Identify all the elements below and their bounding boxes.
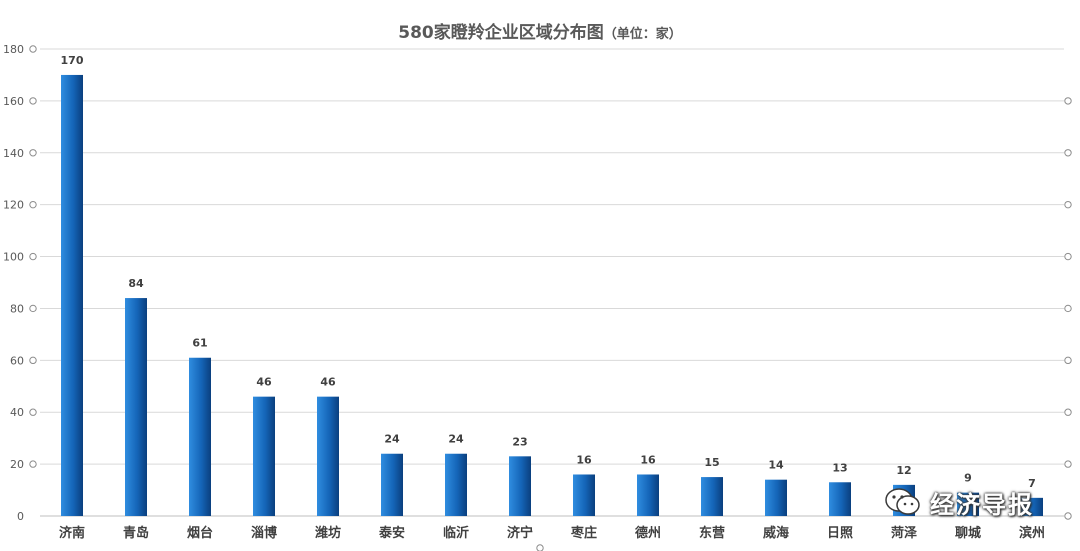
x-tick-label: 滨州 <box>1019 525 1045 541</box>
x-tick-label: 泰安 <box>378 525 405 541</box>
resize-handle[interactable] <box>1064 356 1072 365</box>
data-label: 46 <box>320 376 336 389</box>
data-label: 12 <box>896 464 911 477</box>
bar <box>125 298 147 516</box>
resize-handle[interactable] <box>1064 97 1072 105</box>
chart-frame-handles[interactable] <box>29 45 1072 551</box>
y-tick-label: 140 <box>3 147 24 160</box>
bar <box>957 492 979 516</box>
data-label: 46 <box>256 376 272 389</box>
bar <box>637 474 659 516</box>
data-label: 84 <box>128 277 144 290</box>
resize-handle[interactable] <box>1064 200 1072 209</box>
x-tick-label: 日照 <box>827 526 853 541</box>
resize-handle[interactable] <box>29 97 37 105</box>
x-axis: 济南 青岛 烟台 淄博 潍坊 泰安 临沂 济宁 枣庄 德州 东营 威海 日照 菏泽 聊城 滨州 <box>59 525 1045 541</box>
data-label: 170 <box>61 54 84 67</box>
chart-title-main: 580家瞪羚企业区域分布图 <box>398 22 604 43</box>
x-tick-label: 枣庄 <box>570 525 597 541</box>
resize-handle[interactable] <box>29 200 37 209</box>
data-label: 24 <box>384 433 400 446</box>
bar <box>253 396 275 516</box>
chart-title-unit: （单位：家） <box>604 26 682 42</box>
y-tick-label: 180 <box>3 43 24 56</box>
bar <box>317 396 339 516</box>
y-axis: 0 20 40 60 80 100 120 140 160 180 <box>3 43 24 523</box>
resize-handle[interactable] <box>29 356 37 365</box>
resize-handle[interactable] <box>29 408 37 416</box>
resize-handle[interactable] <box>29 149 37 157</box>
bars <box>61 74 1043 516</box>
x-tick-label: 济南 <box>59 525 85 541</box>
bar <box>509 456 531 516</box>
resize-handle[interactable] <box>536 544 544 551</box>
bar <box>701 477 723 516</box>
resize-handle[interactable] <box>29 460 37 468</box>
y-tick-label: 80 <box>10 302 24 315</box>
y-tick-label: 160 <box>3 95 24 108</box>
y-tick-label: 0 <box>17 510 24 523</box>
resize-handle[interactable] <box>1064 408 1072 416</box>
data-label: 16 <box>576 453 592 466</box>
resize-handle[interactable] <box>1064 460 1072 468</box>
resize-handle[interactable] <box>29 252 37 261</box>
y-tick-label: 40 <box>10 406 24 419</box>
chart-title: 580家瞪羚企业区域分布图（单位：家） <box>398 22 682 43</box>
resize-handle[interactable] <box>1064 512 1072 520</box>
x-tick-label: 威海 <box>763 525 789 541</box>
data-label: 61 <box>192 337 207 350</box>
data-label: 24 <box>448 433 464 446</box>
bar <box>829 482 851 516</box>
data-label: 13 <box>832 461 847 474</box>
x-tick-label: 潍坊 <box>315 525 341 541</box>
x-tick-label: 青岛 <box>123 525 149 541</box>
y-tick-label: 20 <box>10 458 24 471</box>
y-tick-label: 60 <box>10 354 24 367</box>
x-tick-label: 聊城 <box>955 525 981 541</box>
resize-handle[interactable] <box>1064 304 1072 313</box>
x-tick-label: 德州 <box>635 525 661 541</box>
data-label: 16 <box>640 453 656 466</box>
bar <box>573 474 595 516</box>
data-label: 7 <box>1028 477 1036 490</box>
data-label: 14 <box>768 459 784 472</box>
x-tick-label: 淄博 <box>251 525 277 541</box>
data-label: 9 <box>964 472 972 485</box>
resize-handle[interactable] <box>29 45 37 53</box>
bar <box>765 479 787 516</box>
watermark: 经济导报 <box>884 482 1034 522</box>
x-tick-label: 临沂 <box>443 525 469 541</box>
resize-handle[interactable] <box>1064 149 1072 157</box>
bar <box>1021 497 1043 516</box>
x-tick-label: 烟台 <box>187 525 213 541</box>
data-label: 15 <box>704 456 719 469</box>
x-tick-label: 菏泽 <box>891 525 918 541</box>
resize-handle[interactable] <box>1064 252 1072 261</box>
y-tick-label: 100 <box>3 251 24 264</box>
y-tick-label: 120 <box>3 199 24 212</box>
resize-handle[interactable] <box>29 304 37 313</box>
data-label: 23 <box>512 435 527 448</box>
data-labels: 170 84 61 46 46 24 24 23 16 16 15 14 13 12 9 7 <box>61 54 1036 490</box>
bar <box>381 453 403 516</box>
bar <box>61 74 83 516</box>
x-tick-label: 济宁 <box>507 525 533 541</box>
wechat-icon <box>885 488 920 515</box>
bar <box>445 453 467 516</box>
x-tick-label: 东营 <box>699 525 725 541</box>
bar <box>189 357 211 516</box>
watermark-text: 经济导报 <box>930 490 1034 519</box>
